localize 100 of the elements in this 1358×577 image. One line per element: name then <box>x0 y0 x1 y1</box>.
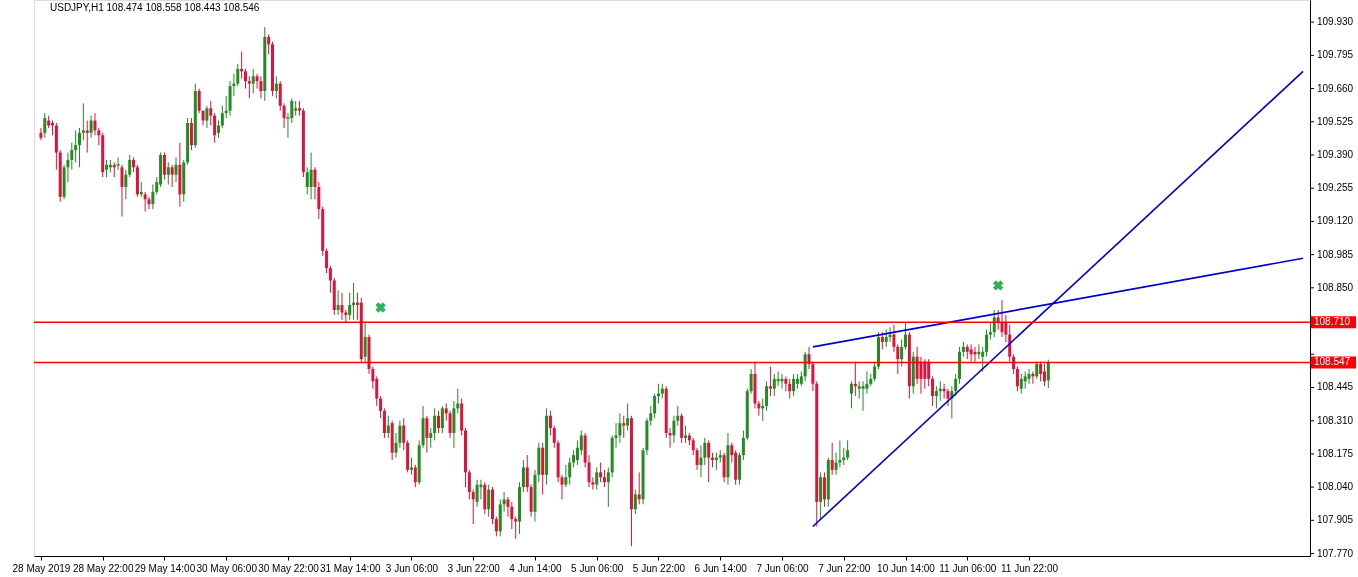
candlestick <box>85 120 89 154</box>
candlestick <box>919 356 923 395</box>
candlestick <box>699 444 703 478</box>
x-tick-label: 7 Jun 22:00 <box>818 562 871 574</box>
candlestick <box>904 321 908 350</box>
x-tick-label: 6 Jun 14:00 <box>694 562 748 574</box>
candlestick <box>772 373 776 397</box>
candlestick <box>402 417 406 451</box>
candlestick <box>305 166 309 195</box>
x-tick-label: 7 Jun 06:00 <box>756 562 810 574</box>
candlestick <box>259 75 263 99</box>
candlestick <box>822 471 826 508</box>
candlestick <box>189 117 193 151</box>
chart-title: USDJPY,H1 108.474 108.558 108.443 108.546 <box>50 2 260 13</box>
candlestick <box>803 351 807 382</box>
candlestick <box>93 112 97 136</box>
candlestick <box>251 68 255 94</box>
y-tick-label: 108.040 <box>1317 481 1354 493</box>
candlestick <box>363 321 367 363</box>
candlestick <box>124 169 128 200</box>
x-tick-label: 4 Jun 14:00 <box>509 562 563 574</box>
candlestick <box>348 292 352 321</box>
candlestick <box>162 152 166 181</box>
x-tick-label: 10 Jun 14:00 <box>877 562 936 574</box>
candlestick <box>379 395 383 419</box>
candlestick <box>861 380 865 412</box>
candlestick <box>595 466 599 491</box>
y-tick-label: 108.985 <box>1317 248 1354 260</box>
x-tick-label: 28 May 22:00 <box>72 562 134 574</box>
candlestick <box>506 496 510 518</box>
candlestick <box>788 378 792 400</box>
x-tick-label: 3 Jun 06:00 <box>385 562 439 574</box>
candlestick <box>768 366 772 397</box>
x-tick-label: 11 Jun 22:00 <box>1000 562 1059 574</box>
x-tick-label: 5 Jun 22:00 <box>632 562 686 574</box>
x-tick-label: 30 May 22:00 <box>258 562 320 574</box>
candlestick <box>927 358 931 387</box>
candlestick <box>722 452 726 483</box>
x-tick-label: 28 May 2019 <box>12 562 71 574</box>
candlestick <box>494 516 498 537</box>
candlestick <box>1046 359 1050 389</box>
candlestick <box>143 191 147 213</box>
candlestick <box>568 457 572 486</box>
x-tick-label: 30 May 06:00 <box>196 562 258 574</box>
candlestick <box>741 430 745 461</box>
ref-line-label: 108.547 <box>1314 356 1351 368</box>
candlestick <box>900 339 904 368</box>
candlestick <box>340 292 344 321</box>
candlestick <box>205 105 209 129</box>
candlestick <box>197 88 201 114</box>
candlestick <box>471 489 475 525</box>
candlestick <box>43 112 47 139</box>
candlestick <box>209 100 213 126</box>
candlestick <box>336 289 340 316</box>
y-tick-label: 109.930 <box>1317 16 1354 28</box>
y-tick-label: 108.850 <box>1317 281 1354 293</box>
candlestick <box>440 405 444 434</box>
y-tick-label: 109.120 <box>1317 215 1354 227</box>
candlestick <box>174 156 178 183</box>
candlestick <box>830 442 834 476</box>
candlestick <box>510 501 514 530</box>
y-tick-label: 109.255 <box>1317 182 1354 194</box>
y-tick-label: 108.175 <box>1317 447 1354 459</box>
candlestick <box>637 471 641 505</box>
candlestick <box>413 464 417 488</box>
candlestick <box>599 462 603 483</box>
candlestick <box>969 343 973 363</box>
candlestick <box>89 115 93 139</box>
candlestick <box>707 439 711 483</box>
candlestick <box>166 161 170 186</box>
candlestick <box>849 380 853 409</box>
candlestick <box>475 479 479 508</box>
candlestick <box>1000 299 1004 338</box>
candlestick <box>514 516 518 540</box>
candlestick <box>247 75 251 99</box>
y-tick-label: 108.445 <box>1317 381 1354 393</box>
candlestick <box>78 127 82 168</box>
candlestick <box>579 430 583 456</box>
y-tick-label: 107.770 <box>1317 547 1354 559</box>
candlestick <box>467 469 471 500</box>
candlestick <box>328 265 332 294</box>
y-tick-label: 108.310 <box>1317 414 1354 426</box>
y-tick-label: 109.390 <box>1317 148 1354 160</box>
candlestick <box>633 489 637 515</box>
candlestick <box>1019 373 1023 395</box>
candlestick <box>448 410 452 439</box>
candlestick <box>487 484 491 518</box>
candlestick <box>1042 363 1046 387</box>
candlestick <box>1015 366 1019 392</box>
candlestick <box>267 33 271 55</box>
x-tick-label: 5 Jun 06:00 <box>571 562 624 574</box>
candlestick <box>873 361 877 382</box>
candlestick <box>274 75 278 99</box>
candlestick <box>309 152 313 200</box>
candlestick <box>606 466 610 508</box>
candlestick <box>622 415 626 439</box>
candlestick <box>846 439 850 461</box>
candlestick <box>128 154 132 178</box>
y-tick-label: 109.525 <box>1317 115 1354 127</box>
candlestick <box>653 393 657 419</box>
